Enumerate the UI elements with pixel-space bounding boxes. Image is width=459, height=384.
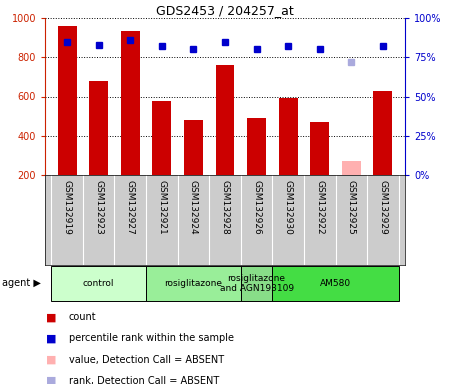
Text: GSM132924: GSM132924 xyxy=(189,179,198,234)
Text: GSM132919: GSM132919 xyxy=(62,179,72,234)
Bar xyxy=(51,266,146,301)
Text: rosiglitazone
and AGN193109: rosiglitazone and AGN193109 xyxy=(219,274,294,293)
Text: GSM132923: GSM132923 xyxy=(94,179,103,234)
Text: ■: ■ xyxy=(46,333,56,343)
Bar xyxy=(279,98,297,175)
Text: control: control xyxy=(83,279,114,288)
Bar xyxy=(184,120,203,175)
Bar xyxy=(241,266,272,301)
Text: GSM132928: GSM132928 xyxy=(220,179,230,234)
Text: count: count xyxy=(69,312,96,322)
Bar xyxy=(152,101,171,175)
Bar xyxy=(58,26,77,175)
Bar xyxy=(216,65,235,175)
Bar xyxy=(310,122,329,175)
Text: GSM132922: GSM132922 xyxy=(315,179,324,234)
Text: ■: ■ xyxy=(46,312,56,322)
Bar xyxy=(89,81,108,175)
Bar xyxy=(342,161,361,175)
Text: GSM132927: GSM132927 xyxy=(126,179,135,234)
Text: rosiglitazone: rosiglitazone xyxy=(164,279,223,288)
Text: GSM132925: GSM132925 xyxy=(347,179,356,234)
Bar xyxy=(146,266,241,301)
Text: AM580: AM580 xyxy=(320,279,351,288)
Bar xyxy=(247,118,266,175)
Text: ■: ■ xyxy=(46,376,56,384)
Text: GSM132921: GSM132921 xyxy=(157,179,166,234)
Text: value, Detection Call = ABSENT: value, Detection Call = ABSENT xyxy=(69,354,224,364)
Bar xyxy=(121,31,140,175)
Bar xyxy=(374,91,392,175)
Text: percentile rank within the sample: percentile rank within the sample xyxy=(69,333,234,343)
Text: ■: ■ xyxy=(46,354,56,364)
Text: GSM132926: GSM132926 xyxy=(252,179,261,234)
Bar xyxy=(272,266,399,301)
Text: rank, Detection Call = ABSENT: rank, Detection Call = ABSENT xyxy=(69,376,219,384)
Title: GDS2453 / 204257_at: GDS2453 / 204257_at xyxy=(156,4,294,17)
Text: GSM132930: GSM132930 xyxy=(284,179,293,234)
Text: GSM132929: GSM132929 xyxy=(378,179,387,234)
Text: agent ▶: agent ▶ xyxy=(2,278,41,288)
